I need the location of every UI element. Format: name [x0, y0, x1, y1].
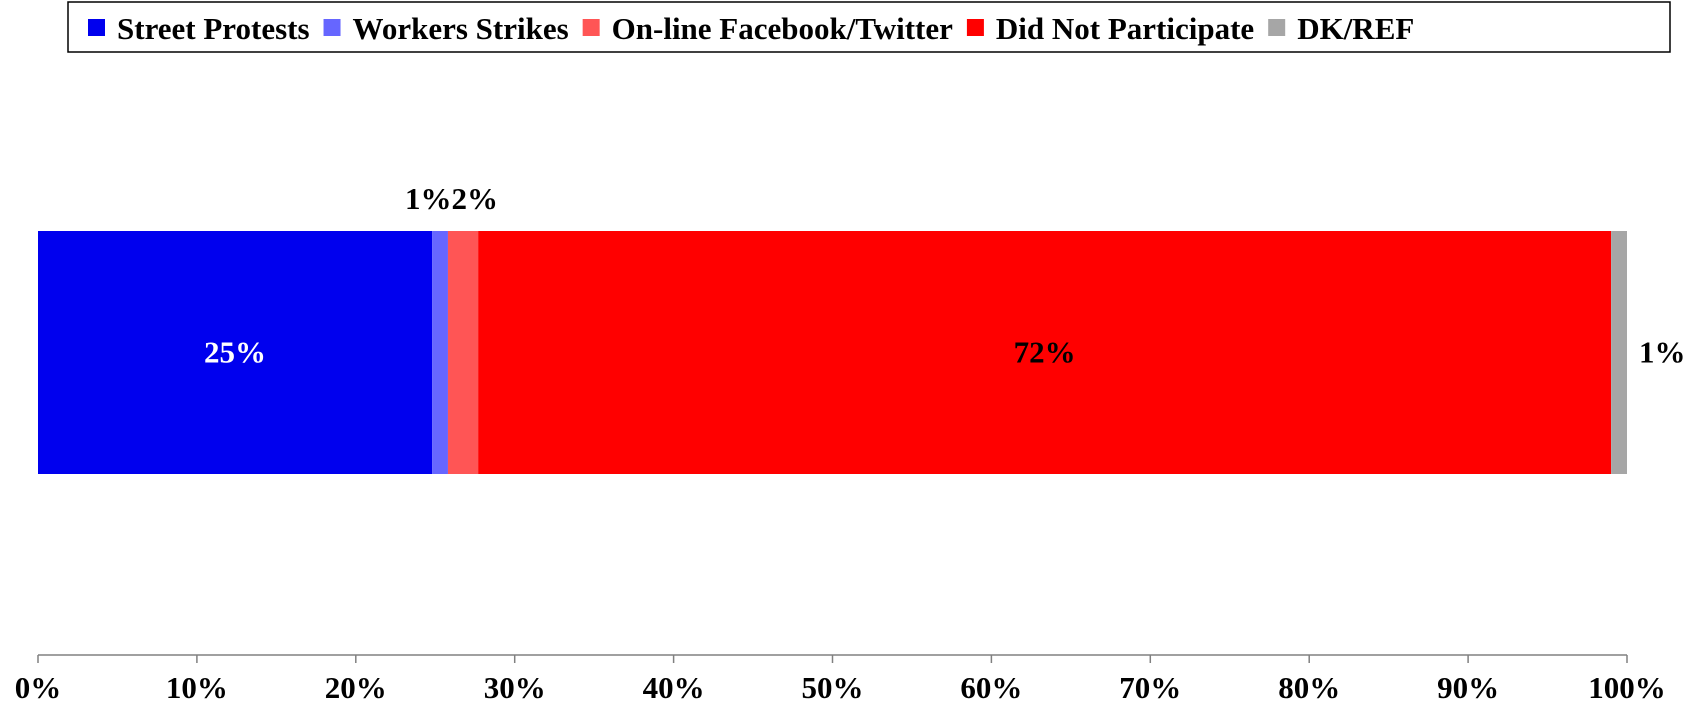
x-tick-label: 90% [1437, 670, 1499, 705]
x-tick-label: 60% [960, 670, 1022, 705]
data-labels: 25%1% 2%72% 1% [204, 181, 1685, 370]
x-tick-label: 80% [1278, 670, 1340, 705]
data-label: 2% [452, 181, 499, 216]
x-tick-label: 100% [1588, 670, 1666, 705]
legend-item: Workers Strikes [323, 11, 569, 46]
legend-label: Did Not Participate [996, 11, 1254, 46]
x-axis: 0% 10% 20% 30% 40% 50% 60% 70% 80% 90% 100% [15, 654, 1666, 705]
bar-segment [447, 231, 479, 474]
legend-label: Street Protests [117, 11, 310, 46]
legend-swatch [1268, 19, 1286, 36]
x-tick-label: 10% [166, 670, 228, 705]
x-tick-label: 20% [325, 670, 387, 705]
bar-segment [38, 231, 433, 474]
bar-group [38, 231, 1627, 474]
x-tick-label: 50% [802, 670, 864, 705]
legend-label: DK/REF [1297, 11, 1414, 46]
legend-item: On-line Facebook/Twitter [582, 11, 953, 46]
x-tick-label: 30% [484, 670, 546, 705]
data-label: 72% [1014, 335, 1076, 370]
data-label: 1% [1639, 335, 1686, 370]
bar-segment [432, 231, 448, 474]
data-label: 1% [405, 181, 452, 216]
legend-item: Street Protests [88, 11, 310, 46]
legend-swatch [582, 19, 600, 36]
legend-swatch [966, 19, 984, 36]
x-tick-label: 70% [1119, 670, 1181, 705]
legend-label: Workers Strikes [353, 11, 569, 46]
x-tick-label: 0% [15, 670, 62, 705]
legend-label: On-line Facebook/Twitter [612, 11, 953, 46]
legend-item: DK/REF [1268, 11, 1414, 46]
x-tick-label: 40% [643, 670, 705, 705]
legend-swatch [323, 19, 341, 36]
legend: Street Protests Workers Strikes On-line Fa… [67, 1, 1671, 53]
data-label: 25% [204, 335, 266, 370]
legend-swatch [88, 19, 105, 36]
bar-segment [478, 231, 1612, 474]
legend-item: Did Not Participate [966, 11, 1254, 46]
bar-segment [1611, 231, 1627, 474]
